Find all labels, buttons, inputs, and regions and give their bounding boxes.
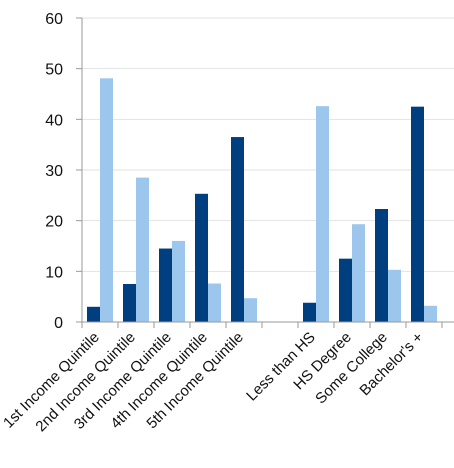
bar-series-1 (159, 248, 172, 322)
bar-series-2 (172, 240, 185, 322)
bar-series-1 (87, 306, 100, 322)
y-tick-label: 50 (45, 62, 63, 79)
y-tick-label: 30 (45, 163, 63, 180)
bar-series-1 (195, 193, 208, 322)
bar-series-2 (136, 177, 149, 322)
y-tick-label: 40 (45, 112, 63, 129)
bar-series-1 (123, 284, 136, 322)
bar-series-1 (339, 258, 352, 322)
bar-series-1 (231, 137, 244, 322)
bar-series-2 (244, 298, 257, 322)
bar-series-1 (375, 209, 388, 322)
y-tick-label: 10 (45, 264, 63, 281)
bar-series-1 (411, 106, 424, 323)
axes (76, 17, 454, 328)
bar-series-2 (388, 269, 401, 322)
bar-series-2 (208, 283, 221, 322)
y-tick-label: 0 (54, 315, 63, 332)
y-axis-ticks: 0 10 20 30 40 50 60 (45, 11, 63, 332)
bar-series-2 (100, 78, 113, 322)
bars (87, 78, 437, 323)
bar-series-2 (316, 106, 329, 322)
y-tick-label: 60 (45, 11, 63, 28)
bar-series-1 (303, 302, 316, 322)
bar-series-2 (352, 224, 365, 322)
bar-series-2 (424, 305, 437, 322)
y-tick-label: 20 (45, 214, 63, 231)
